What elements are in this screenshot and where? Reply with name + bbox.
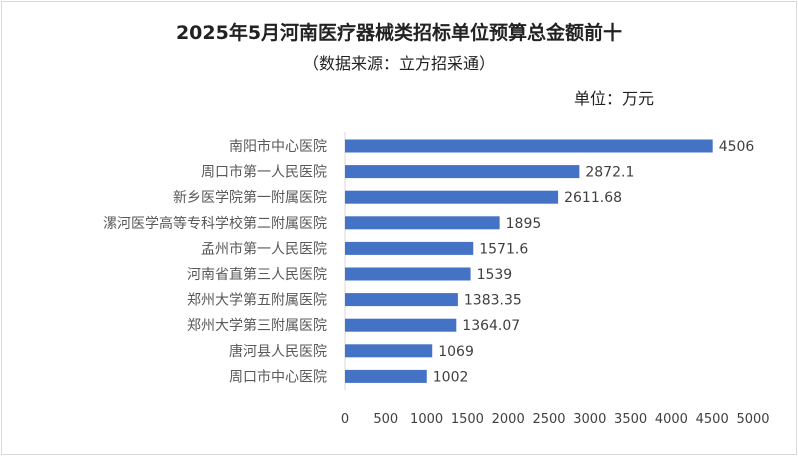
data-label: 1069 <box>438 344 474 360</box>
x-tick-label: 2500 <box>532 412 565 427</box>
category-label: 孟州市第一人民医院 <box>201 240 327 257</box>
x-tick-label: 4000 <box>655 412 688 427</box>
bar <box>345 190 559 204</box>
category-label: 郑州大学第三附属医院 <box>187 317 327 334</box>
data-label: 1571.6 <box>479 241 528 257</box>
bar <box>345 318 457 332</box>
x-tick-label: 3000 <box>573 412 606 427</box>
bar <box>345 293 458 307</box>
bar <box>345 241 474 255</box>
bar <box>345 165 580 179</box>
data-label: 2872.1 <box>585 165 634 181</box>
x-tick-label: 0 <box>341 412 349 427</box>
x-tick-label: 1500 <box>451 412 484 427</box>
chart-subtitle: （数据来源：立方招采通） <box>302 54 495 73</box>
chart-title: 2025年5月河南医疗器械类招标单位预算总金额前十 <box>175 22 623 44</box>
bar <box>345 216 500 230</box>
category-label: 周口市中心医院 <box>229 368 327 385</box>
category-label: 唐河县人民医院 <box>229 343 327 360</box>
bar <box>345 139 713 153</box>
bar <box>345 267 471 281</box>
category-label: 郑州大学第五附属医院 <box>187 292 327 309</box>
category-label: 新乡医学院第一附属医院 <box>173 189 327 206</box>
plot-area: 南阳市中心医院 4506 周口市第一人民医院 2872.1 新乡医学院第一附属医院 261… <box>103 132 770 427</box>
x-tick-label: 500 <box>373 412 398 427</box>
x-tick-label: 2000 <box>492 412 525 427</box>
x-tick-label: 3500 <box>614 412 647 427</box>
data-label: 1364.07 <box>462 318 520 334</box>
data-label: 1002 <box>433 369 469 385</box>
x-tick-label: 4500 <box>696 412 729 427</box>
category-label: 漯河医学高等专科学校第二附属医院 <box>103 215 327 232</box>
data-label: 2611.68 <box>564 190 622 206</box>
category-label: 河南省直第三人民医院 <box>187 266 327 283</box>
bar <box>345 344 433 358</box>
data-label: 1539 <box>477 267 513 283</box>
category-label: 周口市第一人民医院 <box>201 164 327 181</box>
data-label: 1383.35 <box>464 293 522 309</box>
category-label: 南阳市中心医院 <box>229 138 327 155</box>
bar <box>345 369 427 383</box>
data-label: 4506 <box>719 139 755 155</box>
data-label: 1895 <box>506 216 542 232</box>
x-tick-label: 1000 <box>410 412 443 427</box>
unit-label: 单位：万元 <box>574 89 655 108</box>
x-tick-label: 5000 <box>736 412 769 427</box>
